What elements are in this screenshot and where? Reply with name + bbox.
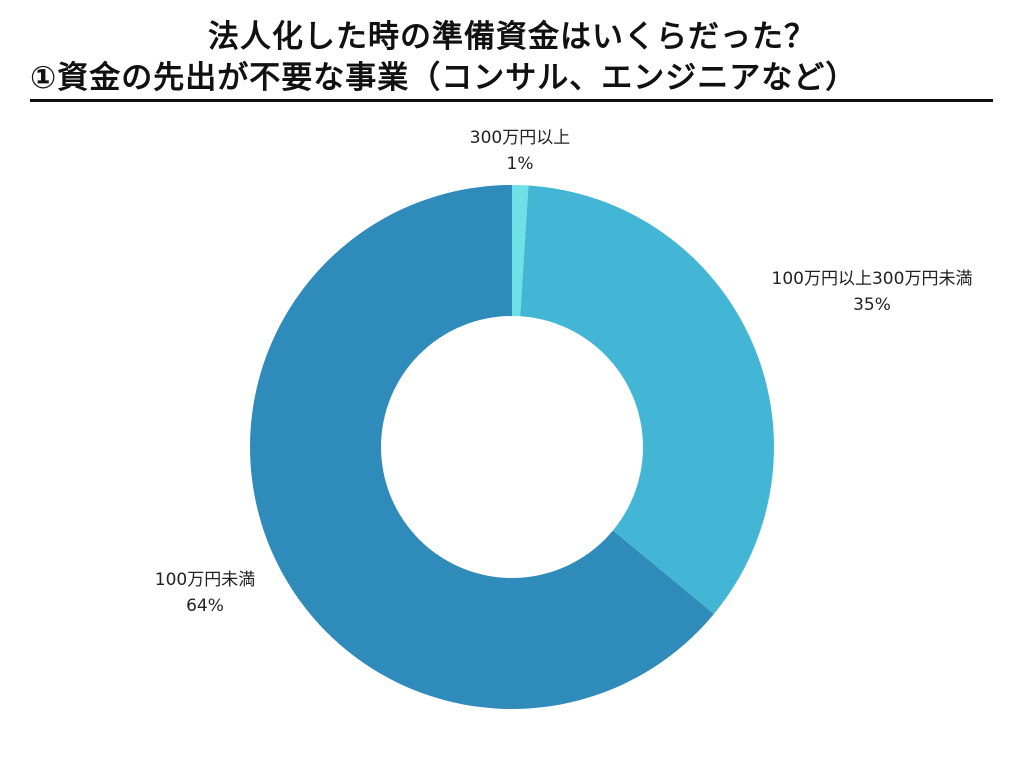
slice-label-100to300man: 100万円以上300万円未満 35%	[740, 266, 1004, 318]
slice-label-name: 300万円以上	[469, 128, 571, 148]
slice-label-value: 35%	[853, 295, 891, 315]
slice-label-value: 64%	[186, 596, 224, 616]
title-line-2-text: ①資金の先出が不要な事業（コンサル、エンジニアなど）	[30, 60, 858, 96]
title-line-1: 法人化した時の準備資金はいくらだった？	[208, 19, 816, 55]
slice-label-name: 100万円未満	[154, 570, 256, 590]
title-line-2: ①資金の先出が不要な事業（コンサル、エンジニアなど）	[30, 58, 993, 102]
slice-label-under-100man: 100万円未満 64%	[130, 567, 280, 619]
donut-slice-2	[512, 185, 774, 615]
slice-label-value: 1%	[506, 154, 534, 174]
slice-label-300man-over: 300万円以上 1%	[440, 125, 600, 177]
chart-title: 法人化した時の準備資金はいくらだった？	[0, 14, 1024, 60]
donut-hole	[381, 316, 643, 578]
slice-label-name: 100万円以上300万円未満	[771, 269, 973, 289]
